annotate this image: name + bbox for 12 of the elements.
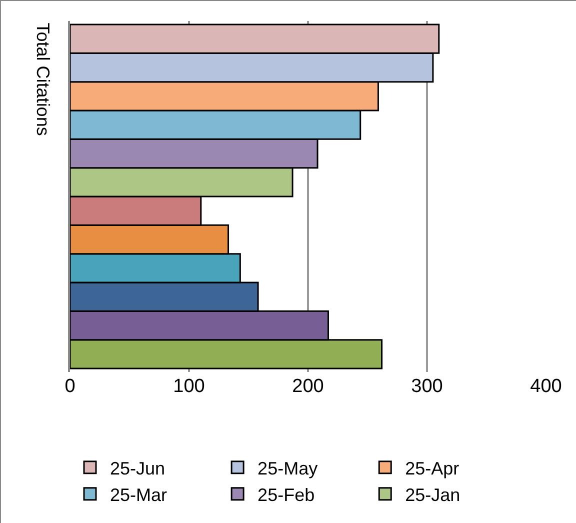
legend-label: 25-Jun xyxy=(110,458,166,478)
x-tick-label: 200 xyxy=(292,376,324,397)
legend-label: 25-Mar xyxy=(110,484,168,505)
x-tick-label: 0 xyxy=(64,376,76,397)
legend-label: 25-Apr xyxy=(405,458,460,478)
x-tick-label: 400 xyxy=(530,376,562,397)
y-axis-title: Total Citations xyxy=(33,22,54,136)
x-tick-label: 100 xyxy=(173,376,205,397)
legend-label: 25-May xyxy=(258,458,318,478)
x-tick-label: 300 xyxy=(411,376,443,397)
legend-label: 25-Jan xyxy=(405,484,460,505)
legend-label: 25-Feb xyxy=(258,484,315,505)
